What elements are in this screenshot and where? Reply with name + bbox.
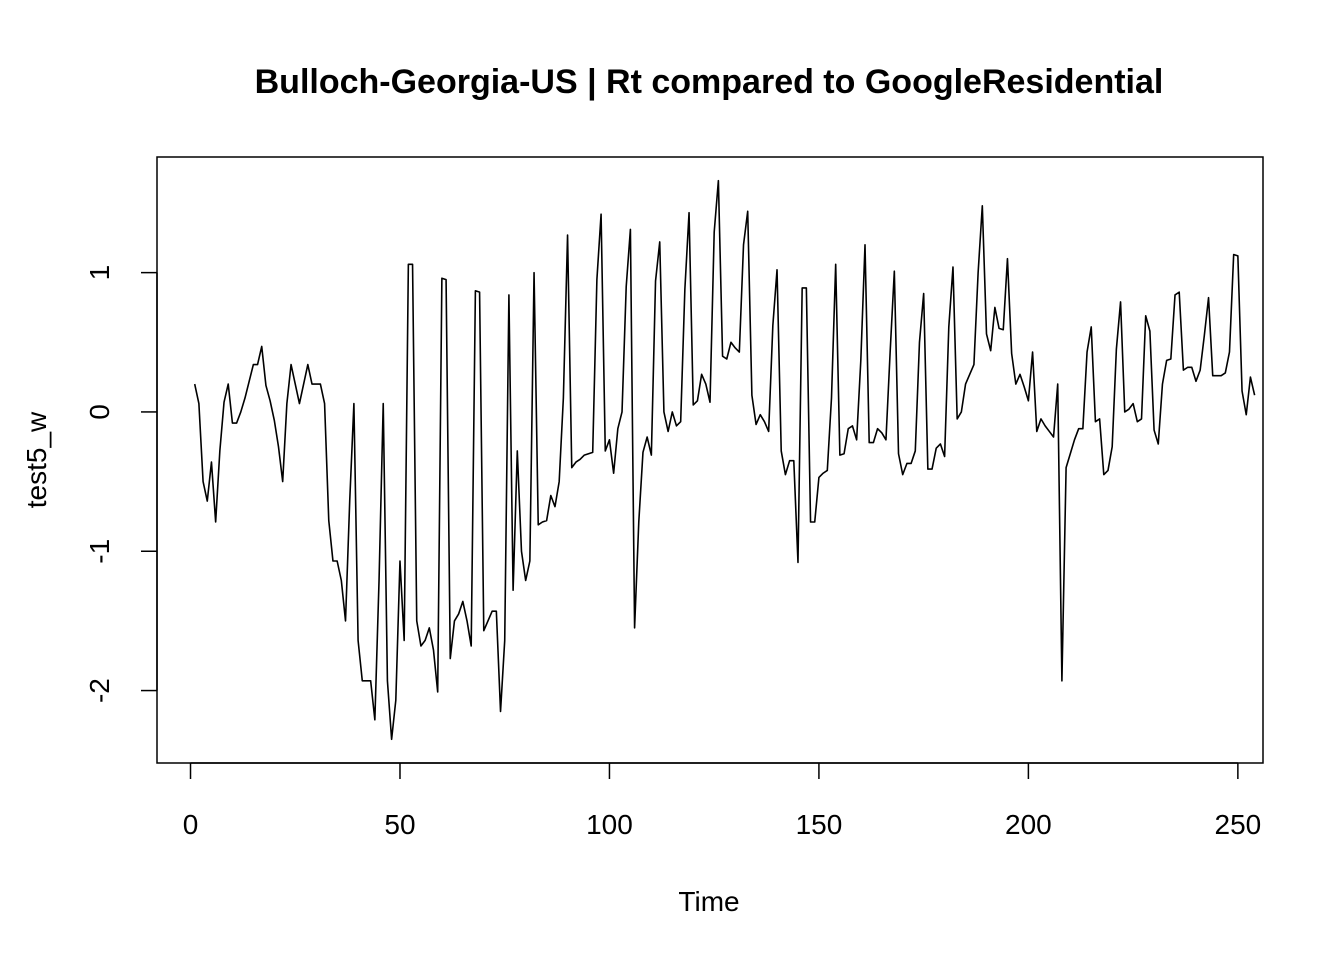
x-tick-label: 100 xyxy=(586,809,633,840)
y-axis-label: test5_w xyxy=(21,411,52,508)
x-axis-label: Time xyxy=(678,886,739,917)
x-tick-label: 150 xyxy=(796,809,843,840)
y-tick-label: -1 xyxy=(84,539,115,564)
x-tick-label: 250 xyxy=(1215,809,1262,840)
y-axis: -2 -1 0 1 xyxy=(84,265,158,703)
x-tick-label: 50 xyxy=(384,809,415,840)
y-tick-label: -2 xyxy=(84,678,115,703)
y-tick-label: 0 xyxy=(84,404,115,420)
x-tick-label: 0 xyxy=(183,809,199,840)
chart-title: Bulloch-Georgia-US | Rt compared to Goog… xyxy=(255,63,1164,101)
y-tick-label: 1 xyxy=(84,265,115,281)
x-tick-label: 200 xyxy=(1005,809,1052,840)
series-line xyxy=(193,179,1256,741)
x-axis: 0 50 100 150 200 250 xyxy=(183,762,1262,840)
plot-frame xyxy=(156,156,1264,764)
